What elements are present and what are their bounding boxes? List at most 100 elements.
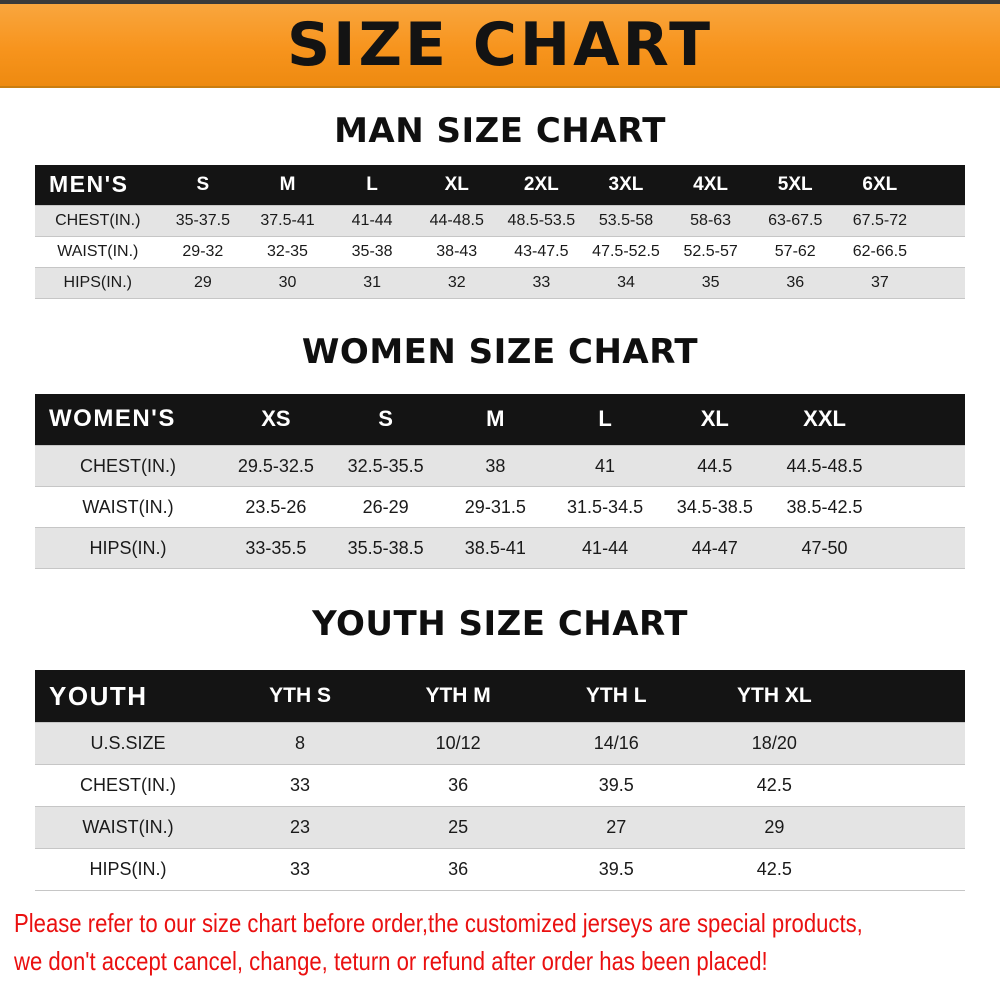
size-column-header: 4XL (668, 165, 753, 206)
size-value-cell: 26-29 (330, 486, 441, 528)
corner-label: YOUTH (35, 670, 221, 723)
size-value-cell: 8 (221, 721, 380, 765)
size-value-cell: 23 (221, 805, 380, 849)
size-value-cell: 32-35 (245, 235, 330, 268)
table-row: HIPS(IN.) 33 36 39.5 42.5 (35, 847, 965, 891)
men-section-heading: MAN SIZE CHART (334, 111, 666, 151)
table-row: CHEST(IN.) 29.5-32.5 32.5-35.5 38 41 44.5 44.5… (35, 445, 965, 487)
size-value-cell: 37.5-41 (245, 204, 330, 237)
size-column-header: YTH M (379, 670, 538, 723)
size-value-cell: 31 (329, 266, 415, 299)
size-value-cell: 47.5-52.5 (583, 235, 669, 268)
measure-row-label: CHEST(IN.) (35, 204, 161, 237)
size-value-cell: 33 (221, 763, 380, 807)
size-value-cell: 29 (160, 266, 246, 299)
notice-line-1: Please refer to our size chart before or… (14, 907, 863, 938)
size-value-cell: 18/20 (695, 721, 854, 765)
size-value-cell: 44.5 (659, 445, 770, 487)
size-value-cell: 32.5-35.5 (330, 445, 441, 487)
size-value-cell: 34 (583, 266, 669, 299)
measure-row-label: U.S.SIZE (35, 721, 221, 765)
size-value-cell: 43-47.5 (499, 235, 584, 268)
spacer-cell (922, 235, 965, 268)
size-value-cell: 63-67.5 (752, 204, 838, 237)
spacer-cell (879, 527, 965, 570)
measure-row-label: CHEST(IN.) (35, 445, 221, 487)
spacer-cell (879, 486, 965, 528)
table-row: WAIST(IN.) 23 25 27 29 (35, 805, 965, 849)
size-column-header: L (329, 165, 415, 206)
size-value-cell: 41 (550, 445, 660, 487)
size-value-cell: 62-66.5 (837, 235, 923, 268)
size-value-cell: 25 (379, 805, 538, 849)
table-row: HIPS(IN.) 29 30 31 32 33 34 35 36 37 (35, 266, 965, 299)
size-value-cell: 57-62 (752, 235, 838, 268)
spacer-cell (853, 847, 965, 891)
table-row: CHEST(IN.) 35-37.5 37.5-41 41-44 44-48.5 48.5… (35, 204, 965, 237)
size-column-header: 6XL (837, 165, 923, 206)
size-column-header: YTH L (537, 670, 696, 723)
spacer-cell (922, 266, 965, 299)
size-column-header: M (245, 165, 330, 206)
size-value-cell: 42.5 (695, 763, 854, 807)
women-section-heading: WOMEN SIZE CHART (301, 331, 699, 372)
size-column-header: XXL (769, 393, 880, 446)
table-header-row: YOUTH YTH S YTH M YTH L YTH XL (35, 670, 965, 723)
spacer-cell (853, 805, 965, 849)
size-column-header: YTH XL (695, 670, 854, 723)
size-value-cell: 14/16 (537, 721, 696, 765)
size-column-header: S (160, 165, 246, 206)
size-column-header: XL (414, 165, 500, 206)
measure-row-label: HIPS(IN.) (35, 847, 221, 891)
spacer-cell (922, 165, 965, 206)
size-value-cell: 36 (379, 847, 538, 891)
size-value-cell: 42.5 (695, 847, 854, 891)
spacer-cell (853, 763, 965, 807)
size-value-cell: 58-63 (668, 204, 753, 237)
size-value-cell: 33-35.5 (221, 527, 331, 570)
corner-label: WOMEN'S (35, 393, 221, 446)
size-value-cell: 35-37.5 (160, 204, 246, 237)
spacer-cell (879, 393, 965, 446)
youth-size-table: YOUTH YTH S YTH M YTH L YTH XL U.S.SIZE 8 10/12… (35, 670, 965, 891)
size-value-cell: 31.5-34.5 (550, 486, 660, 528)
size-value-cell: 38-43 (414, 235, 500, 268)
size-value-cell: 35-38 (329, 235, 415, 268)
measure-row-label: HIPS(IN.) (35, 527, 221, 570)
size-value-cell: 36 (379, 763, 538, 807)
size-value-cell: 38.5-42.5 (769, 486, 880, 528)
size-value-cell: 23.5-26 (221, 486, 331, 528)
size-column-header: YTH S (221, 670, 380, 723)
spacer-cell (922, 204, 965, 237)
size-value-cell: 29 (695, 805, 854, 849)
measure-row-label: WAIST(IN.) (35, 805, 221, 849)
banner-title: SIZE CHART (286, 10, 714, 80)
size-value-cell: 34.5-38.5 (659, 486, 770, 528)
spacer-cell (879, 445, 965, 487)
size-value-cell: 38 (440, 445, 551, 487)
size-value-cell: 29.5-32.5 (221, 445, 331, 487)
size-column-header: 5XL (752, 165, 838, 206)
measure-row-label: WAIST(IN.) (35, 235, 161, 268)
table-header-row: WOMEN'S XS S M L XL XXL (35, 393, 965, 446)
size-value-cell: 39.5 (537, 763, 696, 807)
size-value-cell: 37 (837, 266, 923, 299)
banner: SIZE CHART (0, 0, 1000, 88)
size-value-cell: 30 (245, 266, 330, 299)
men-size-section: MAN SIZE CHART MEN'S S M L XL 2XL 3XL 4XL 5XL 6XL… (0, 88, 1000, 299)
size-value-cell: 48.5-53.5 (499, 204, 584, 237)
size-value-cell: 44-48.5 (414, 204, 500, 237)
size-value-cell: 53.5-58 (583, 204, 669, 237)
size-column-header: L (550, 393, 660, 446)
footer-notice: Please refer to our size chart before or… (14, 905, 986, 980)
women-size-table: WOMEN'S XS S M L XL XXL CHEST(IN.) 29.5-32.5 32.5… (35, 393, 965, 570)
men-size-table: MEN'S S M L XL 2XL 3XL 4XL 5XL 6XL CHEST(IN.) 35-37… (35, 165, 965, 299)
size-value-cell: 36 (752, 266, 838, 299)
size-value-cell: 29-32 (160, 235, 246, 268)
corner-label: MEN'S (35, 165, 161, 206)
size-value-cell: 32 (414, 266, 500, 299)
size-value-cell: 41-44 (550, 527, 660, 570)
size-value-cell: 35.5-38.5 (330, 527, 441, 570)
table-header-row: MEN'S S M L XL 2XL 3XL 4XL 5XL 6XL (35, 165, 965, 206)
